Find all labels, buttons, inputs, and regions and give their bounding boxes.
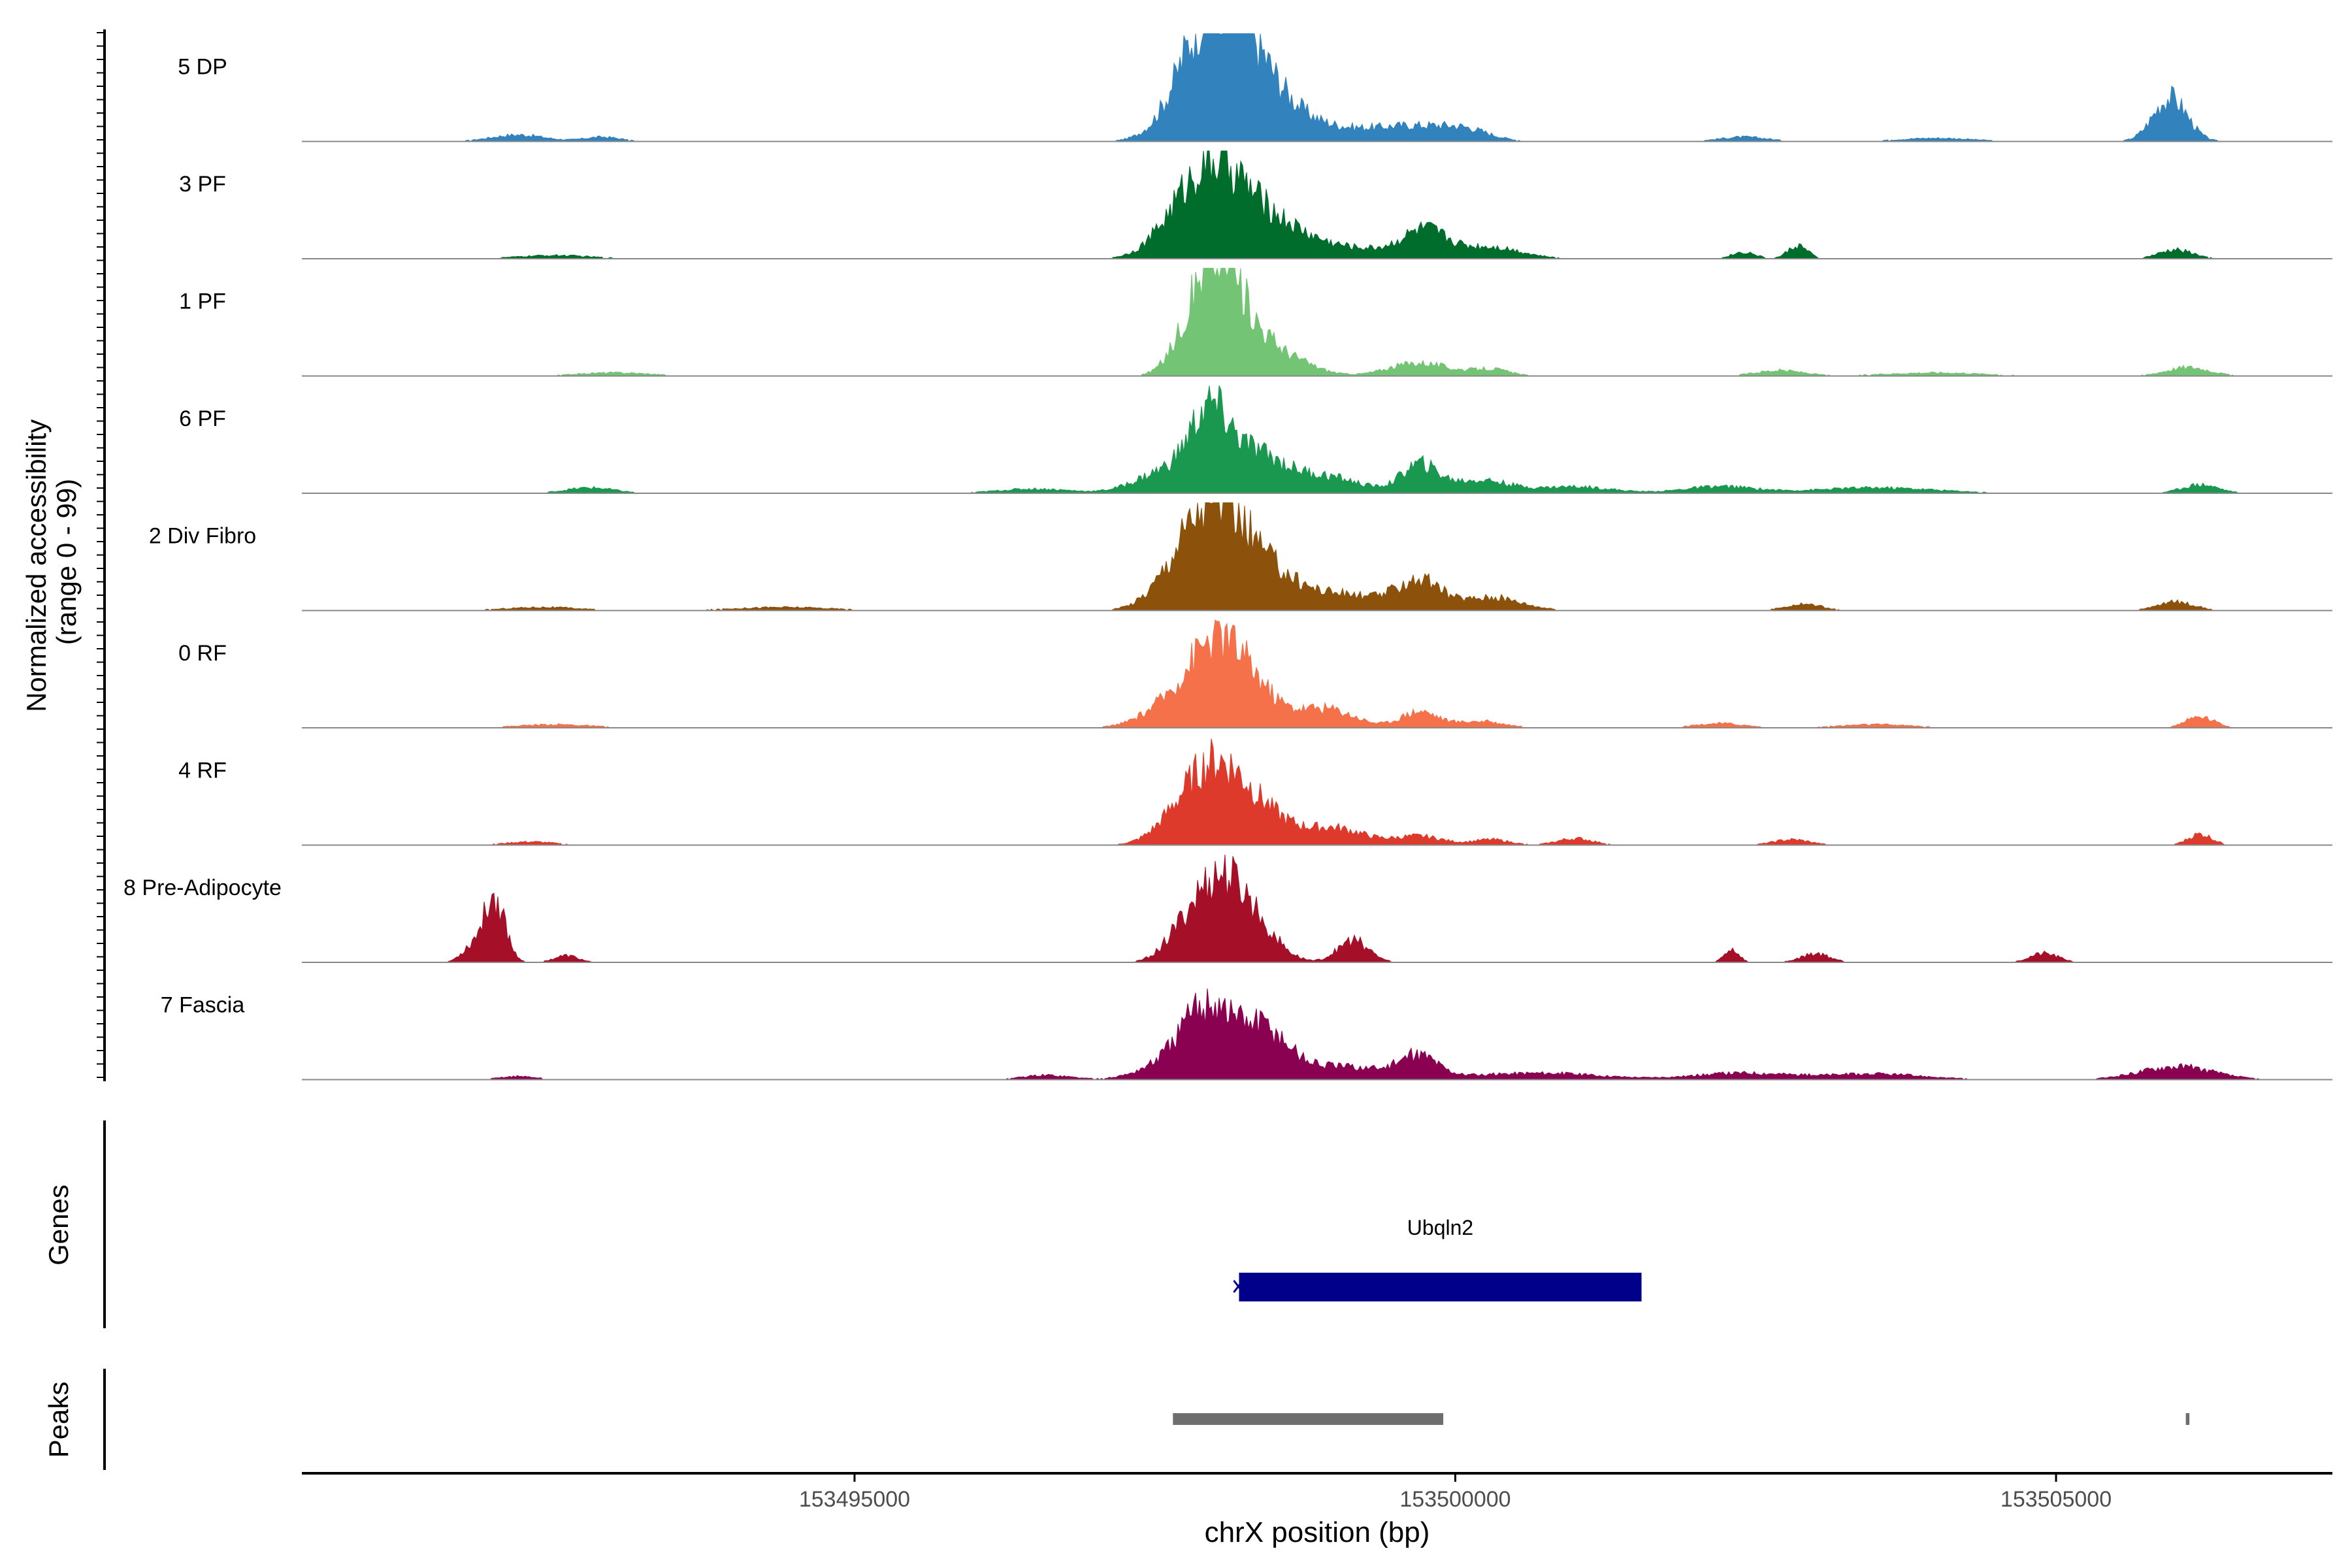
track-label: 5 DP bbox=[178, 55, 227, 80]
track-label: 6 PF bbox=[179, 406, 226, 431]
track-4: 6 PF bbox=[179, 385, 2332, 494]
coverage-area bbox=[302, 854, 2332, 963]
coverage-area bbox=[302, 619, 2332, 728]
track-9: 7 Fascia bbox=[161, 988, 2332, 1081]
track-2: 3 PF bbox=[179, 150, 2332, 259]
coverage-ylabel-line2: (range 0 - 99) bbox=[51, 479, 82, 645]
peaks-label: Peaks bbox=[43, 1382, 74, 1458]
coverage-area bbox=[302, 738, 2332, 846]
coverage-area bbox=[302, 988, 2332, 1081]
track-label: 8 Pre-Adipocyte bbox=[123, 875, 282, 900]
track-5: 2 Div Fibro bbox=[149, 502, 2332, 612]
track-7: 4 RF bbox=[178, 738, 2332, 846]
coverage-ylabel-line1: Normalized accessibility bbox=[21, 419, 52, 712]
genes-track: Ubqln2 bbox=[1233, 1216, 1642, 1301]
genes-label: Genes bbox=[43, 1184, 74, 1266]
track-label: 2 Div Fibro bbox=[149, 524, 256, 549]
coverage-area bbox=[302, 385, 2332, 494]
coverage-area bbox=[302, 150, 2332, 259]
x-tick-label: 153500000 bbox=[1399, 1487, 1511, 1512]
strand-arrow-icon bbox=[1233, 1280, 1244, 1293]
gene-label: Ubqln2 bbox=[1407, 1216, 1473, 1239]
coverage-area bbox=[302, 502, 2332, 612]
x-axis: 153495000 153500000 153505000 bbox=[302, 1472, 2332, 1512]
track-label: 3 PF bbox=[179, 172, 226, 197]
x-tick-label: 153495000 bbox=[799, 1487, 910, 1512]
track-label: 7 Fascia bbox=[161, 993, 245, 1018]
coverage-area bbox=[302, 33, 2332, 142]
coverage-y-axis bbox=[97, 29, 106, 1081]
track-8: 8 Pre-Adipocyte bbox=[123, 854, 2332, 963]
coverage-axis-minor-ticks bbox=[97, 32, 105, 1078]
x-axis-label: chrX position (bp) bbox=[1205, 1516, 1430, 1548]
track-label: 1 PF bbox=[179, 289, 226, 314]
gene-body bbox=[1239, 1273, 1642, 1301]
peak-region bbox=[1173, 1413, 1444, 1425]
track-1: 5 DP bbox=[178, 33, 2332, 142]
track-label: 4 RF bbox=[178, 759, 227, 783]
track-6: 0 RF bbox=[178, 619, 2332, 728]
peaks-track bbox=[1173, 1413, 2190, 1425]
gene: Ubqln2 bbox=[1233, 1216, 1642, 1301]
track-label: 0 RF bbox=[178, 641, 227, 666]
coverage-tracks: 5 DP 3 PF 1 PF 6 PF 2 Div Fibro 0 RF 4 RF 8 Pre… bbox=[123, 33, 2332, 1081]
coverage-area bbox=[302, 268, 2332, 377]
track-3: 1 PF bbox=[179, 268, 2332, 377]
coverage-ylabel: Normalized accessibility (range 0 - 99) bbox=[21, 412, 82, 712]
peak-region bbox=[2185, 1413, 2190, 1425]
x-tick-label: 153505000 bbox=[2001, 1487, 2112, 1512]
